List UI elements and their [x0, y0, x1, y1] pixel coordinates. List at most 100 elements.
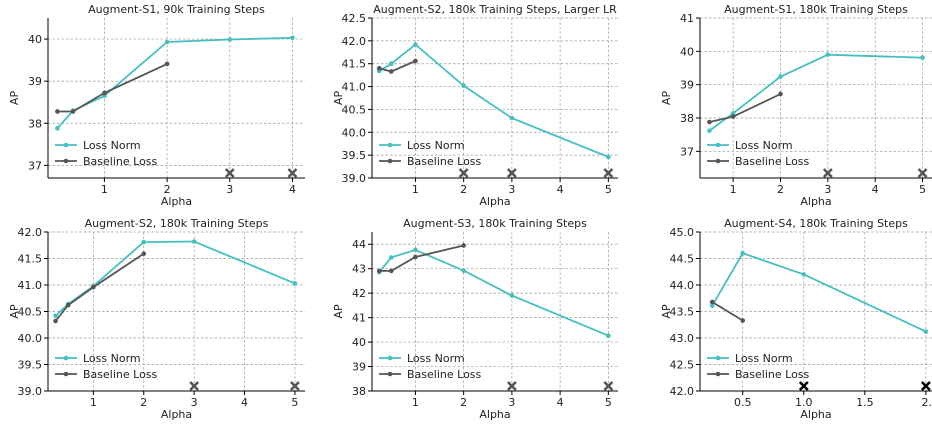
chart-title: Augment-S4, 180k Training Steps — [724, 217, 908, 230]
legend-label: Baseline Loss — [735, 155, 810, 168]
y-tick-label: 40.5 — [18, 306, 43, 319]
y-tick-label: 41.5 — [18, 253, 43, 266]
data-point — [227, 37, 232, 42]
data-point — [55, 109, 60, 114]
data-point — [71, 109, 76, 114]
data-point — [801, 272, 806, 277]
data-point — [293, 281, 298, 286]
legend-item-baseline-loss: Baseline Loss — [55, 155, 158, 168]
data-point — [53, 313, 58, 318]
y-tick-label: 42.0 — [18, 226, 43, 239]
legend-item-loss-norm: Loss Norm — [55, 352, 141, 365]
legend-item-baseline-loss: Baseline Loss — [379, 368, 482, 381]
y-tick-label: 42.5 — [342, 12, 367, 25]
x-tick-label: 2 — [460, 183, 467, 196]
legend-marker — [388, 372, 393, 377]
legend-label: Loss Norm — [735, 352, 793, 365]
failure-x-marker — [922, 382, 930, 390]
x-axis-label: Alpha — [479, 195, 510, 208]
data-point — [778, 74, 783, 79]
legend-item-loss-norm: Loss Norm — [707, 352, 793, 365]
data-point — [710, 300, 715, 305]
x-tick-label: 4 — [241, 396, 248, 409]
data-point — [66, 303, 71, 308]
y-tick-label: 43 — [352, 263, 366, 276]
failure-x-marker — [190, 382, 198, 390]
y-tick-label: 38 — [28, 117, 42, 130]
y-axis-label: AP — [332, 304, 345, 319]
x-tick-label: 1 — [730, 183, 737, 196]
y-tick-label: 39 — [28, 75, 42, 88]
y-tick-label: 42.0 — [670, 385, 695, 398]
x-tick-label: 1 — [101, 183, 108, 196]
legend-marker — [716, 372, 721, 377]
legend-marker — [64, 143, 69, 148]
data-point — [778, 92, 783, 97]
series-line-baseline-loss — [56, 254, 144, 321]
y-tick-label: 44.0 — [670, 279, 695, 292]
failure-x-marker — [291, 382, 299, 390]
y-tick-label: 39.0 — [342, 172, 367, 185]
y-tick-label: 43.5 — [670, 306, 695, 319]
data-point — [389, 255, 394, 260]
y-tick-label: 44.5 — [670, 253, 695, 266]
legend-item-loss-norm: Loss Norm — [379, 139, 465, 152]
x-tick-label: 2. — [922, 396, 932, 409]
data-point — [389, 69, 394, 74]
y-tick-label: 40 — [680, 45, 694, 58]
failure-x-marker — [604, 382, 612, 390]
data-point — [920, 55, 925, 60]
y-axis-label: AP — [332, 91, 345, 106]
chart-title: Augment-S2, 180k Training Steps — [85, 217, 269, 230]
legend-marker — [388, 143, 393, 148]
y-tick-label: 42.0 — [342, 35, 367, 48]
legend-label: Baseline Loss — [83, 155, 158, 168]
data-point — [461, 83, 466, 88]
x-axis-label: Alpha — [479, 408, 510, 420]
data-point — [165, 40, 170, 45]
legend-label: Loss Norm — [407, 139, 465, 152]
y-tick-label: 40.0 — [18, 332, 43, 345]
data-point — [740, 251, 745, 256]
legend-item-baseline-loss: Baseline Loss — [707, 155, 810, 168]
data-point — [413, 255, 418, 260]
series-line-baseline-loss — [379, 61, 415, 72]
y-axis-label: AP — [8, 304, 21, 319]
y-tick-label: 38 — [352, 385, 366, 398]
legend-label: Loss Norm — [735, 139, 793, 152]
failure-x-marker — [508, 382, 516, 390]
x-tick-label: 0.5 — [734, 396, 752, 409]
data-point — [707, 120, 712, 125]
data-point — [377, 66, 382, 71]
data-point — [413, 59, 418, 64]
chart-title: Augment-S2, 180k Training Steps, Larger … — [373, 3, 617, 16]
data-point — [606, 155, 611, 160]
y-tick-label: 42.5 — [670, 359, 695, 372]
series-line-loss-norm — [710, 55, 923, 131]
legend-item-loss-norm: Loss Norm — [379, 352, 465, 365]
y-tick-label: 37 — [28, 159, 42, 172]
y-tick-label: 43.0 — [670, 332, 695, 345]
legend-marker — [388, 159, 393, 164]
data-point — [55, 126, 60, 131]
series-line-loss-norm — [57, 38, 292, 129]
failure-x-marker — [800, 382, 808, 390]
legend-label: Loss Norm — [407, 352, 465, 365]
y-tick-label: 40 — [28, 33, 42, 46]
data-point — [413, 248, 418, 253]
legend-item-baseline-loss: Baseline Loss — [707, 368, 810, 381]
y-tick-label: 40.0 — [342, 126, 367, 139]
x-tick-label: 2 — [140, 396, 147, 409]
x-axis-label: Alpha — [161, 195, 192, 208]
y-tick-label: 45.0 — [670, 226, 695, 239]
y-tick-label: 39 — [680, 79, 694, 92]
data-point — [53, 319, 58, 324]
y-tick-label: 41.5 — [342, 58, 367, 71]
y-axis-label: AP — [660, 304, 673, 319]
x-tick-label: 4 — [557, 183, 564, 196]
data-point — [510, 293, 515, 298]
